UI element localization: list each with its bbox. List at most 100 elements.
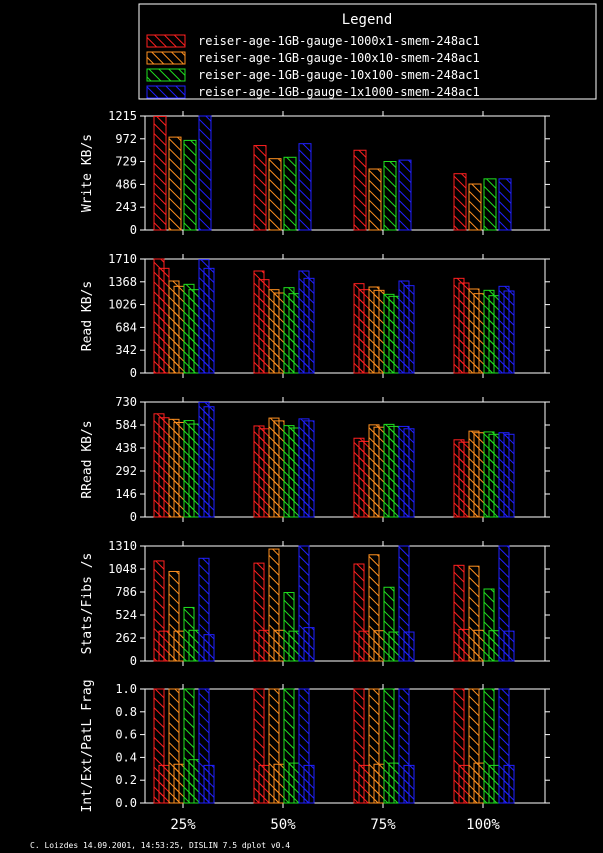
ytick-label: 1215 — [108, 109, 137, 123]
bar-series-3-75% — [388, 631, 400, 662]
ytick-label: 730 — [115, 395, 137, 409]
xtick-label: 50% — [270, 817, 296, 833]
ytick-label: 0 — [130, 366, 137, 380]
bar-series-1-50% — [258, 764, 270, 804]
bar-series-1-25% — [158, 764, 170, 804]
panel-frame — [144, 688, 546, 804]
legend-title: Legend — [342, 12, 393, 28]
bar-series-3-25% — [188, 289, 200, 374]
xtick-label: 75% — [370, 817, 396, 833]
ytick-label: 342 — [115, 343, 137, 357]
ylabel: RRead KB/s — [80, 420, 95, 498]
bar-series-2-25% — [173, 763, 185, 804]
bar-series-4-100% — [503, 290, 515, 374]
footer-credit: C. Loizdes 14.09.2001, 14:53:25, DISLIN … — [30, 841, 290, 850]
bar-series-3-50% — [288, 630, 300, 662]
bar-series-1-100% — [458, 441, 470, 518]
ytick-label: 0 — [130, 654, 137, 668]
panel-frame — [144, 545, 546, 662]
panel-frame — [144, 401, 546, 518]
bar-series-2-25% — [168, 136, 182, 231]
bar-series-3-100% — [488, 630, 500, 662]
bar-series-2-100% — [468, 183, 482, 231]
ylabel: Stats/Fibs /s — [80, 553, 95, 655]
bar-series-2-25% — [173, 285, 185, 374]
ytick-label: 524 — [115, 608, 137, 622]
bar-series-1-75% — [358, 630, 370, 662]
bar-series-1-25% — [158, 630, 170, 662]
bar-series-1-75% — [358, 289, 370, 374]
bar-series-4-50% — [303, 764, 315, 804]
bar-series-1-25% — [158, 417, 170, 518]
bar-series-3-75% — [388, 295, 400, 374]
ytick-label: 0.0 — [115, 796, 137, 810]
bar-series-4-50% — [303, 420, 315, 518]
legend-box: Legend reiser-age-1GB-gauge-1000x1-smem-… — [138, 3, 597, 100]
bar-series-3-100% — [488, 295, 500, 374]
bar-series-2-75% — [373, 763, 385, 804]
panel-4: 0 262 524 786 1048 1310 Stats/Fibs /s — [80, 539, 550, 668]
bar-series-2-75% — [368, 168, 382, 231]
legend-label-4: reiser-age-1GB-gauge-1x1000-smem-248ac1 — [198, 85, 480, 99]
legend-swatch-3 — [146, 68, 186, 82]
legend-swatch-4 — [146, 85, 186, 99]
bar-series-1-100% — [458, 282, 470, 374]
bar-series-1-100% — [458, 764, 470, 804]
bar-series-4-75% — [403, 428, 415, 518]
bar-series-1-25% — [153, 115, 167, 231]
ytick-label: 0.6 — [115, 728, 137, 742]
bar-series-3-25% — [188, 423, 200, 518]
legend-swatch-2 — [146, 51, 186, 65]
bar-series-1-50% — [258, 629, 270, 662]
bar-series-4-100% — [503, 433, 515, 518]
bar-series-4-75% — [398, 159, 412, 231]
bar-series-2-100% — [473, 432, 485, 518]
bar-series-4-25% — [203, 267, 215, 374]
bar-series-2-50% — [273, 292, 285, 374]
ytick-label: 584 — [115, 418, 137, 432]
bar-series-2-50% — [273, 763, 285, 804]
panel-1: 0 243 486 729 972 1215 Write KB/s — [80, 109, 550, 237]
ylabel: Read KB/s — [80, 281, 95, 351]
xtick-label: 100% — [466, 817, 500, 833]
bar-series-2-50% — [268, 158, 282, 231]
bar-series-4-100% — [503, 764, 515, 804]
bar-series-4-25% — [203, 634, 215, 662]
bar-series-2-75% — [373, 426, 385, 518]
ytick-label: 262 — [115, 631, 137, 645]
bar-series-4-100% — [503, 630, 515, 662]
ytick-label: 0.8 — [115, 705, 137, 719]
bar-series-1-75% — [358, 440, 370, 518]
legend-label-3: reiser-age-1GB-gauge-10x100-smem-248ac1 — [198, 68, 480, 82]
bar-series-1-25% — [158, 267, 170, 374]
bar-series-3-100% — [488, 433, 500, 518]
panel-2: 0 342 684 1026 1368 1710 Read KB/s — [80, 252, 550, 380]
bar-series-3-50% — [288, 293, 300, 374]
panel-5: 0.0 0.2 0.4 0.6 0.8 1.0 Int/Ext/PatL Frag — [80, 679, 550, 813]
ytick-label: 243 — [115, 200, 137, 214]
bar-series-3-75% — [383, 161, 397, 231]
bar-series-4-50% — [298, 143, 312, 231]
bar-series-1-100% — [453, 173, 467, 231]
bar-series-1-50% — [258, 279, 270, 374]
bar-series-2-75% — [373, 289, 385, 374]
bar-series-1-50% — [253, 145, 267, 231]
bar-series-3-100% — [483, 178, 497, 231]
legend-swatch-1 — [146, 34, 186, 48]
ytick-label: 684 — [115, 320, 137, 334]
bar-series-3-50% — [288, 427, 300, 518]
bar-series-4-75% — [403, 764, 415, 804]
xtick-label: 25% — [170, 817, 196, 833]
bar-series-1-75% — [358, 764, 370, 804]
ytick-label: 1.0 — [115, 682, 137, 696]
bar-series-3-75% — [388, 762, 400, 804]
bar-series-4-25% — [198, 115, 212, 231]
panel-frame — [144, 115, 546, 231]
bar-series-2-100% — [473, 629, 485, 662]
bar-series-4-100% — [498, 178, 512, 231]
bar-series-4-50% — [303, 277, 315, 374]
ytick-label: 1368 — [108, 275, 137, 289]
bar-series-2-100% — [473, 293, 485, 374]
bar-series-4-75% — [403, 285, 415, 374]
